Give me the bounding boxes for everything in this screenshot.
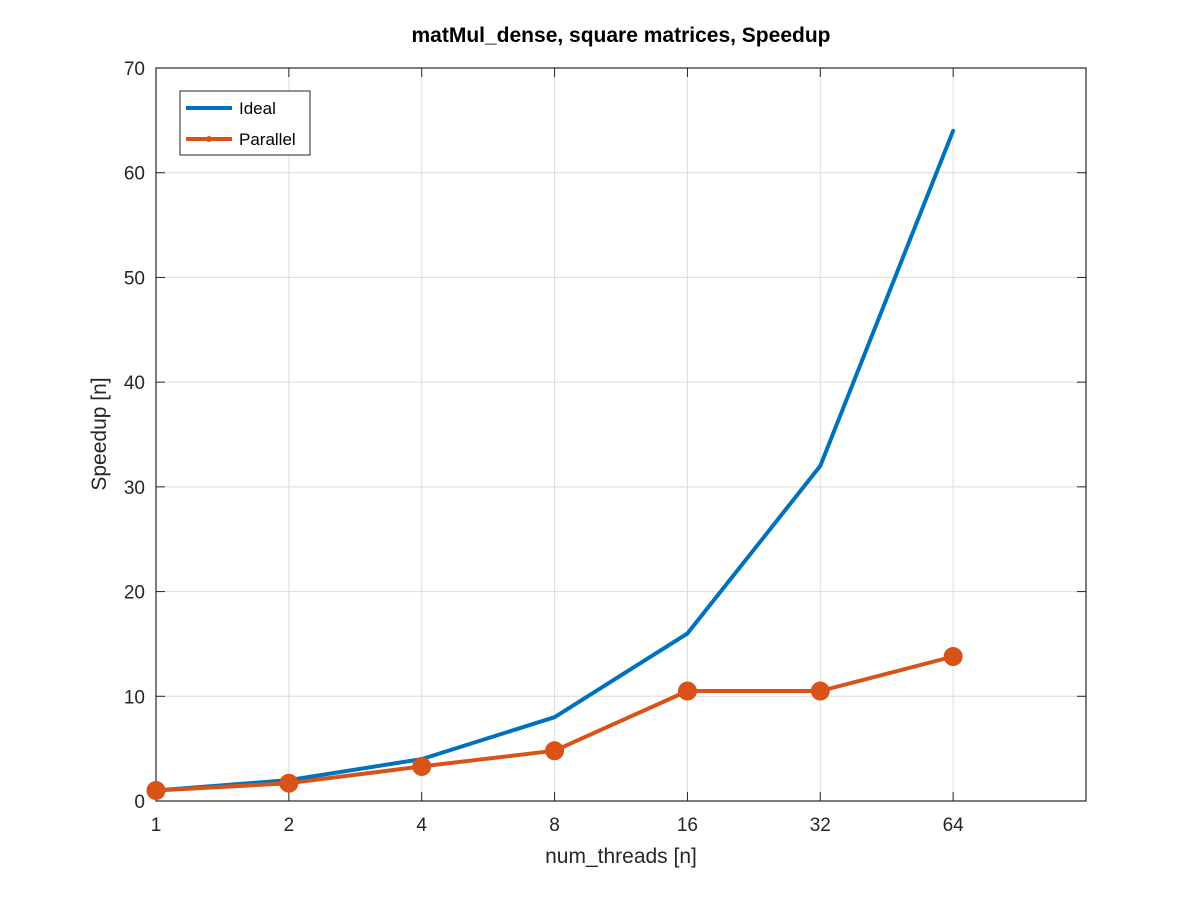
y-tick-label: 40 [124, 373, 145, 394]
y-tick-label: 50 [124, 268, 145, 289]
legend-box [179, 90, 311, 156]
legend-label-ideal: Ideal [239, 99, 276, 118]
axis-ticks: 1 2 4 8 16 32 64 0 10 20 30 40 50 60 70 [124, 59, 1086, 836]
data-series [146, 128, 963, 801]
data-point-parallel [412, 756, 432, 776]
y-axis-label: Speedup [n] [88, 377, 111, 490]
x-tick-label: 4 [416, 815, 427, 836]
x-axis-label: num_threads [n] [545, 845, 697, 868]
plot-area-frame [155, 67, 1087, 802]
x-tick-label: 8 [549, 815, 560, 836]
legend: Ideal Parallel [179, 90, 311, 156]
y-tick-label: 20 [124, 583, 145, 604]
y-tick-label: 0 [134, 792, 145, 813]
data-point-parallel [943, 646, 963, 666]
data-point-parallel [810, 681, 830, 701]
x-tick-label: 32 [810, 815, 831, 836]
x-tick-label: 1 [151, 815, 162, 836]
x-tick-label: 16 [677, 815, 698, 836]
data-point-parallel [677, 681, 697, 701]
x-tick-label: 64 [943, 815, 965, 836]
data-point-parallel [146, 781, 166, 801]
y-tick-label: 60 [124, 164, 145, 185]
x-tick-label: 2 [284, 815, 295, 836]
legend-label-parallel: Parallel [239, 130, 296, 149]
legend-marker-parallel [206, 136, 212, 142]
y-tick-label: 10 [124, 687, 145, 708]
y-tick-label: 70 [124, 59, 145, 80]
data-point-parallel [545, 741, 565, 761]
y-tick-label: 30 [124, 478, 145, 499]
grid-lines [155, 68, 1086, 801]
data-point-parallel [279, 773, 299, 793]
chart-title: matMul_dense, square matrices, Speedup [412, 24, 831, 47]
